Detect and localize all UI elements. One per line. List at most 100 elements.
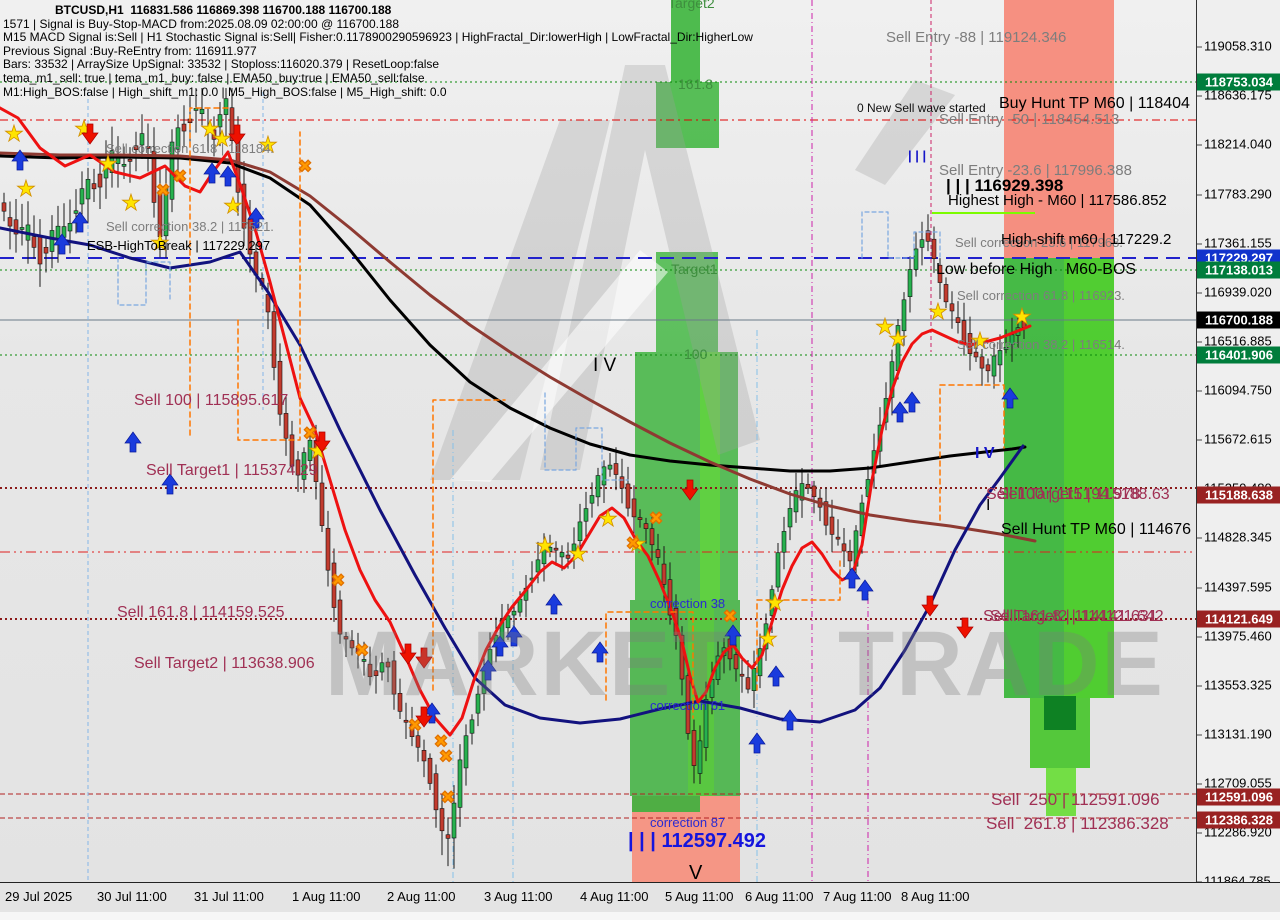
signal-info-line: M1:High_BOS:false | High_shift_m1: 0.0 |…	[3, 84, 447, 99]
time-tick-label: 8 Aug 11:00	[901, 889, 970, 904]
price-tick-label: 113975.460	[1197, 628, 1272, 644]
star-signal-icon: ★	[970, 328, 990, 353]
buy-arrow-icon	[11, 149, 29, 171]
star-signal-icon: ★	[121, 190, 141, 215]
price-tick-label: 112709.055	[1197, 775, 1272, 791]
buy-arrow-icon	[903, 391, 921, 413]
time-tick-label: 29 Jul 2025	[5, 889, 73, 904]
chart-annotation: correction 87	[650, 815, 726, 830]
ma-black-line	[0, 154, 1027, 473]
close-signal-icon: ✖	[626, 534, 640, 553]
star-signal-icon: ★	[258, 132, 278, 157]
buy-arrow-icon	[53, 233, 71, 255]
signal-zone	[1064, 258, 1114, 698]
chart-annotation: 100	[684, 346, 708, 362]
price-level-badge: 116700.188	[1197, 311, 1280, 329]
chart-annotation: Sell Entry -88 | 119124.346	[886, 29, 1067, 46]
chart-annotation: Low before High M60-BOS	[936, 261, 1137, 278]
chart-annotation: Sell Target1 | 115374.29	[146, 462, 318, 479]
buy-arrow-icon	[203, 162, 221, 184]
chart-annotation: Sell 261.8 | 112386.328	[986, 814, 1169, 833]
close-signal-icon: ✖	[298, 157, 312, 176]
time-tick-label: 5 Aug 11:00	[665, 889, 734, 904]
price-tick-label: 117783.290	[1197, 186, 1272, 202]
trail-orange-4-line	[605, 611, 694, 719]
chart-annotation: | | | 112597.492	[628, 830, 767, 852]
star-signal-icon: ★	[535, 533, 555, 558]
star-signal-icon: ★	[758, 626, 778, 651]
sell-arrow-icon	[415, 706, 433, 728]
sell-arrow-icon	[415, 647, 433, 669]
envelope-blue-2-line	[861, 211, 941, 259]
close-signal-icon: ✖	[434, 732, 448, 751]
price-level-badge: 115188.638	[1197, 486, 1280, 504]
signal-zone	[630, 600, 740, 796]
buy-arrow-icon	[724, 624, 742, 646]
buy-arrow-icon	[748, 732, 766, 754]
signal-zone	[1004, 0, 1114, 258]
time-tick-label: 2 Aug 11:00	[387, 889, 456, 904]
time-axis[interactable]: 29 Jul 2025 30 Jul 11:00 31 Jul 11:00 1 Aug…	[0, 882, 1280, 920]
chart-annotation: Sell Entry -50 | 118454.513	[939, 111, 1120, 128]
chart-annotation: Target1	[671, 261, 718, 277]
price-axis[interactable]: 119058.310 118636.175 118214.040 117783.290…	[1196, 0, 1280, 889]
price-level-badge: 117138.013	[1197, 261, 1280, 279]
chart-annotation: correction 38	[650, 596, 726, 611]
buy-arrow-icon	[591, 641, 609, 663]
signal-zone	[656, 82, 719, 148]
signal-zone	[1044, 696, 1076, 730]
envelope-blue-1-line	[544, 392, 629, 481]
chart-annotation: I	[986, 497, 991, 514]
signal-zone	[1046, 768, 1076, 816]
sell-arrow-icon	[956, 617, 974, 639]
price-level-badge: 114121.649	[1197, 610, 1280, 628]
price-level-badge: 112386.328	[1197, 811, 1280, 829]
price-tick-label: 116939.020	[1197, 284, 1272, 300]
chart-plot-area[interactable]: ★ ★ ★ ★ ★ ★ ★ ★ ★ ★ ★ ★ ★ ★ ★ ★ ★ ★ ★ ★ ★ ★ ✖ ✖ ✖ ✖ ✖ ✖ ✖ ✖ ✖ ✖ ✖ ✖ ✖	[0, 0, 1196, 882]
price-tick-label: 114397.595	[1197, 579, 1272, 595]
envelope-blue-3-line	[117, 257, 171, 306]
star-signal-icon: ★	[150, 230, 170, 255]
trail-orange-3-line	[432, 399, 506, 691]
buy-arrow-icon	[767, 665, 785, 687]
close-signal-icon: ✖	[173, 167, 187, 186]
buy-arrow-icon	[491, 635, 509, 657]
chart-annotation: Sell correction 61.8 | 118184.	[106, 141, 274, 156]
star-signal-icon: ★	[16, 176, 36, 201]
star-signal-icon: ★	[928, 299, 948, 324]
close-signal-icon: ✖	[408, 716, 422, 735]
star-signal-icon: ★	[1012, 304, 1032, 329]
chart-annotation: Sell 100 | 115895.617	[134, 392, 289, 409]
chart-annotation: | | |	[908, 148, 927, 163]
chart-annotation: I V	[593, 355, 617, 376]
chart-annotation: Target2	[668, 0, 715, 11]
chart-annotation: Sell correction 38.2 | 117521.	[106, 219, 274, 234]
chart-annotation: Sell Target2 | 114121.642	[983, 608, 1164, 625]
chart-annotation: Sell Target2 | 113638.906	[134, 655, 315, 672]
time-tick-label: 6 Aug 11:00	[745, 889, 814, 904]
signal-zone	[632, 796, 700, 812]
price-tick-label: 116516.885	[1197, 333, 1272, 349]
chart-annotation: Sell 250 | 112591.096	[991, 790, 1160, 809]
star-signal-icon: ★	[627, 531, 647, 556]
star-signal-icon: ★	[888, 326, 908, 351]
price-level-badge: 118753.034	[1197, 73, 1280, 91]
sell-arrow-icon	[399, 643, 417, 665]
chart-annotation: High-shift m60 | 117229.2	[1001, 231, 1172, 248]
chart-annotation: correction 61	[650, 698, 726, 713]
symbol-ohlc-readout: BTCUSD,H1 116831.586 116869.398 116700.1…	[55, 3, 392, 17]
star-signal-icon: ★	[98, 151, 118, 176]
close-signal-icon: ✖	[156, 181, 170, 200]
sell-arrow-icon	[921, 595, 939, 617]
close-signal-icon: ✖	[331, 571, 345, 590]
time-tick-label: 31 Jul 11:00	[194, 889, 264, 904]
buy-arrow-icon	[843, 567, 861, 589]
buy-arrow-icon	[124, 431, 142, 453]
watermark-logo-shape	[855, 80, 955, 185]
close-signal-icon: ✖	[355, 641, 369, 660]
price-tick-label: 115672.615	[1197, 431, 1272, 447]
buy-arrow-icon	[1001, 387, 1019, 409]
buy-arrow-icon	[856, 579, 874, 601]
close-signal-icon: ✖	[649, 509, 663, 528]
signal-info-line: M15 MACD Signal is:Sell | H1 Stochastic …	[3, 30, 753, 45]
